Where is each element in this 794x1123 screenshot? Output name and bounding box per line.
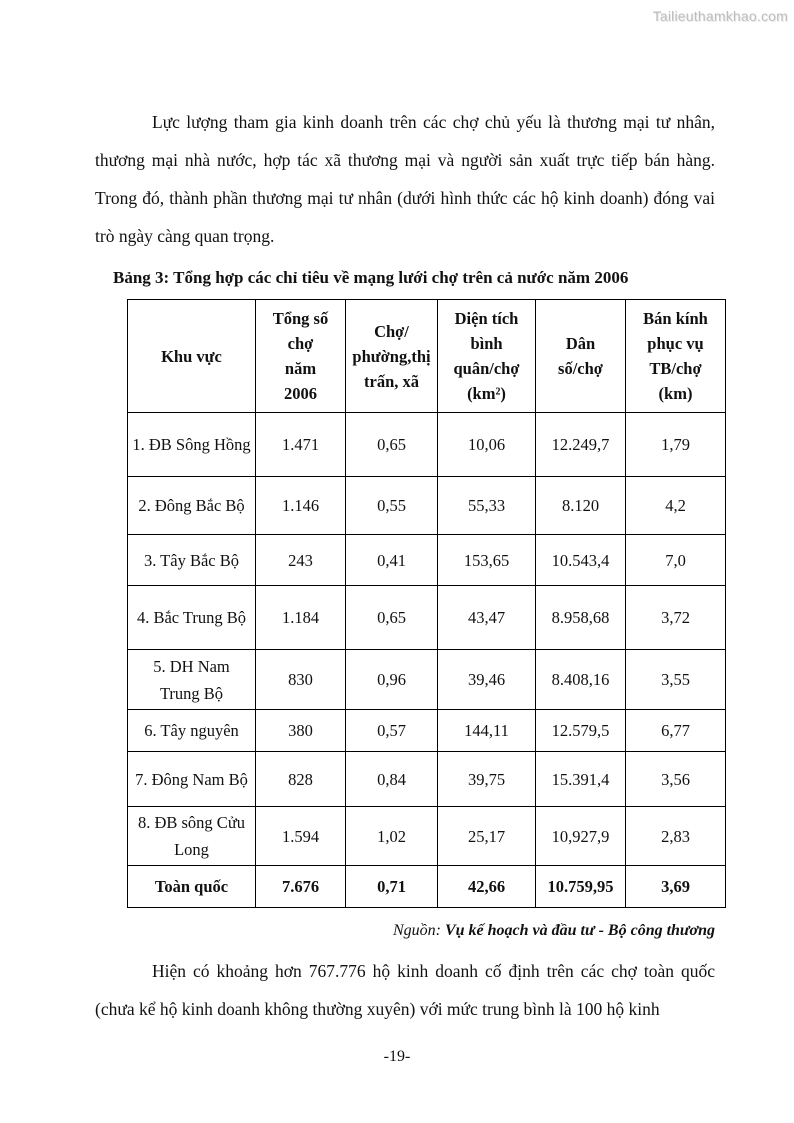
- cell-region: 1. ĐB Sông Hồng: [127, 412, 256, 477]
- table-row: 5. DH Nam Trung Bộ 830 0,96 39,46 8.408,…: [127, 649, 726, 710]
- cell-radius: 1,79: [625, 412, 726, 477]
- cell-region: 4. Bắc Trung Bộ: [127, 585, 256, 650]
- cell-region: 7. Đông Nam Bộ: [127, 751, 256, 807]
- cell-per-ward: 1,02: [345, 806, 438, 866]
- table-row: 2. Đông Bắc Bộ 1.146 0,55 55,33 8.120 4,…: [127, 476, 726, 535]
- cell-pop: 12.249,7: [535, 412, 626, 477]
- table-row: 1. ĐB Sông Hồng 1.471 0,65 10,06 12.249,…: [127, 412, 726, 477]
- cell-pop: 10,927,9: [535, 806, 626, 866]
- header-markets-per-ward: Chợ/ phường,thị trấn, xã: [345, 299, 438, 413]
- table-row: 3. Tây Bắc Bộ 243 0,41 153,65 10.543,4 7…: [127, 534, 726, 586]
- cell-area: 10,06: [437, 412, 536, 477]
- cell-radius: 4,2: [625, 476, 726, 535]
- cell-per-ward: 0,55: [345, 476, 438, 535]
- cell-total: 1.471: [255, 412, 346, 477]
- cell-area: 43,47: [437, 585, 536, 650]
- closing-paragraph: Hiện có khoảng hơn 767.776 hộ kinh doanh…: [95, 961, 715, 1019]
- cell-per-ward: 0,57: [345, 709, 438, 752]
- cell-per-ward: 0,41: [345, 534, 438, 586]
- cell-area: 39,75: [437, 751, 536, 807]
- table-row: 6. Tây nguyên 380 0,57 144,11 12.579,5 6…: [127, 709, 726, 752]
- table-total-row: Toàn quốc 7.676 0,71 42,66 10.759,95 3,6…: [127, 865, 726, 908]
- cell-radius: 7,0: [625, 534, 726, 586]
- cell-total: 7.676: [255, 865, 346, 908]
- header-avg-area: Diện tích bình quân/chợ (km²): [437, 299, 536, 413]
- table-source: Nguồn: Vụ kế hoạch và đầu tư - Bộ công t…: [95, 922, 715, 940]
- table-header-row: Khu vực Tổng số chợ năm 2006 Chợ/ phường…: [127, 299, 726, 413]
- cell-area: 144,11: [437, 709, 536, 752]
- cell-region: 8. ĐB sông Cửu Long: [127, 806, 256, 866]
- header-total-markets: Tổng số chợ năm 2006: [255, 299, 346, 413]
- cell-radius: 2,83: [625, 806, 726, 866]
- table-row: 8. ĐB sông Cửu Long 1.594 1,02 25,17 10,…: [127, 806, 726, 866]
- cell-radius: 3,72: [625, 585, 726, 650]
- cell-total: 243: [255, 534, 346, 586]
- cell-total: 1.184: [255, 585, 346, 650]
- cell-pop: 15.391,4: [535, 751, 626, 807]
- cell-total: 1.594: [255, 806, 346, 866]
- table-row: 4. Bắc Trung Bộ 1.184 0,65 43,47 8.958,6…: [127, 585, 726, 650]
- cell-pop: 8.408,16: [535, 649, 626, 710]
- cell-radius: 6,77: [625, 709, 726, 752]
- cell-radius: 3,56: [625, 751, 726, 807]
- cell-per-ward: 0,96: [345, 649, 438, 710]
- cell-per-ward: 0,65: [345, 412, 438, 477]
- header-service-radius: Bán kính phục vụ TB/chợ (km): [625, 299, 726, 413]
- cell-region: 6. Tây nguyên: [127, 709, 256, 752]
- cell-per-ward: 0,84: [345, 751, 438, 807]
- page-number: -19-: [383, 1048, 411, 1065]
- cell-region-total: Toàn quốc: [127, 865, 256, 908]
- cell-region: 2. Đông Bắc Bộ: [127, 476, 256, 535]
- cell-area: 39,46: [437, 649, 536, 710]
- cell-region: 3. Tây Bắc Bộ: [127, 534, 256, 586]
- cell-area: 25,17: [437, 806, 536, 866]
- watermark-text: Tailieuthamkhao.com: [652, 8, 788, 24]
- cell-pop: 8.120: [535, 476, 626, 535]
- header-region: Khu vực: [127, 299, 256, 413]
- cell-radius: 3,55: [625, 649, 726, 710]
- cell-per-ward: 0,71: [345, 865, 438, 908]
- cell-area: 42,66: [437, 865, 536, 908]
- source-prefix: Nguồn:: [392, 922, 445, 939]
- header-population: Dân số/chợ: [535, 299, 626, 413]
- intro-paragraph: Lực lượng tham gia kinh doanh trên các c…: [95, 112, 715, 246]
- cell-pop: 12.579,5: [535, 709, 626, 752]
- cell-pop: 8.958,68: [535, 585, 626, 650]
- table-caption: Bảng 3: Tổng hợp các chỉ tiêu về mạng lư…: [113, 268, 629, 287]
- cell-area: 153,65: [437, 534, 536, 586]
- page-content: Lực lượng tham gia kinh doanh trên các c…: [95, 103, 726, 1028]
- source-text: Vụ kế hoạch và đầu tư - Bộ công thương: [444, 922, 715, 939]
- table-row: 7. Đông Nam Bộ 828 0,84 39,75 15.391,4 3…: [127, 751, 726, 807]
- cell-total: 830: [255, 649, 346, 710]
- cell-total: 828: [255, 751, 346, 807]
- cell-pop: 10.543,4: [535, 534, 626, 586]
- market-network-table: Khu vực Tổng số chợ năm 2006 Chợ/ phường…: [127, 299, 726, 908]
- cell-pop: 10.759,95: [535, 865, 626, 908]
- cell-region: 5. DH Nam Trung Bộ: [127, 649, 256, 710]
- cell-per-ward: 0,65: [345, 585, 438, 650]
- cell-total: 1.146: [255, 476, 346, 535]
- cell-radius: 3,69: [625, 865, 726, 908]
- cell-total: 380: [255, 709, 346, 752]
- cell-area: 55,33: [437, 476, 536, 535]
